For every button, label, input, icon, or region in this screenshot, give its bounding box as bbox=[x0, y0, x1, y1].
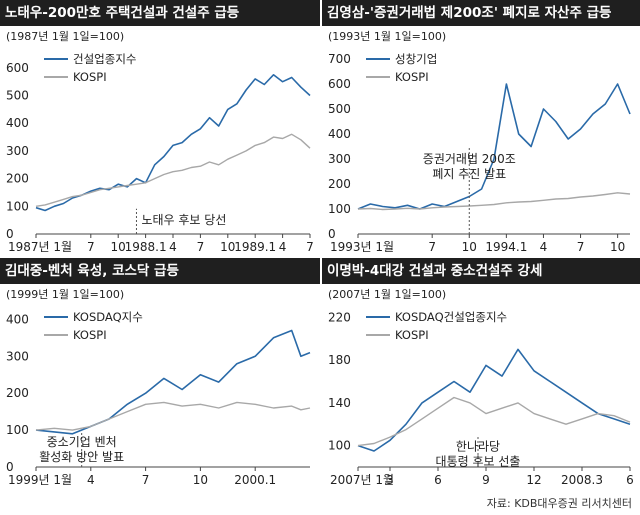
annotation-label: 활성화 방안 발표 bbox=[39, 450, 124, 464]
x-tick-label: 7 bbox=[306, 240, 314, 254]
series-line-1 bbox=[35, 73, 311, 212]
series-line-1 bbox=[35, 329, 311, 435]
panel-title: 김영삼-'증권거래법 제200조' 폐지로 자산주 급등 bbox=[322, 0, 640, 26]
chart-4: (2007년 1월 1일=100) 100 140 180 220 2007년 1월3 6 9… bbox=[328, 287, 634, 487]
legend-label: KOSPI bbox=[395, 70, 429, 84]
legend-label: 건설업종지수 bbox=[73, 52, 136, 66]
panel-title: 이명박-4대강 건설과 중소건설주 강세 bbox=[322, 258, 640, 284]
x-tick-label: 2000.1 bbox=[234, 473, 276, 487]
annotation-label: 대통령 후보 선출 bbox=[436, 455, 521, 469]
x-tick-label: 10 bbox=[111, 240, 126, 254]
x-tick-label: 9 bbox=[482, 473, 490, 487]
legend-label: KOSPI bbox=[73, 70, 107, 84]
x-tick-label: 2008.3 bbox=[561, 473, 603, 487]
y-tick-label: 200 bbox=[6, 172, 29, 186]
y-tick-label: 500 bbox=[328, 102, 351, 116]
series-line-1 bbox=[357, 83, 631, 210]
y-tick-label: 600 bbox=[6, 61, 29, 75]
x-tick-label: 6 bbox=[626, 473, 634, 487]
annotation-label: 한나라당 bbox=[456, 440, 500, 454]
y-tick-label: 400 bbox=[328, 127, 351, 141]
y-tick-label: 600 bbox=[328, 77, 351, 91]
base-note: (2007년 1월 1일=100) bbox=[328, 287, 446, 301]
x-tick-label: 1993년 1월 bbox=[330, 240, 394, 254]
x-tick-label: 4 bbox=[540, 240, 548, 254]
x-tick-label: 4 bbox=[169, 240, 177, 254]
y-tick-label: 500 bbox=[6, 89, 29, 103]
series-line-2 bbox=[35, 401, 311, 431]
x-tick-label: 12 bbox=[526, 473, 541, 487]
panel-1: 노태우-200만호 주택건설과 건설주 급등 (1987년 1월 1일=100)… bbox=[0, 0, 320, 258]
annotation-label: 중소기업 벤처 bbox=[47, 435, 117, 449]
source-note: 자료: KDB대우증권 리서치센터 bbox=[486, 497, 632, 510]
chart-2: (1993년 1월 1일=100) 0 100 200 300 400 500 600 700 1… bbox=[328, 29, 631, 254]
legend-label: KOSDAQ지수 bbox=[73, 310, 143, 324]
y-tick-label: 100 bbox=[6, 423, 29, 437]
x-tick-label: 7 bbox=[142, 473, 150, 487]
x-tick-label: 4 bbox=[279, 240, 287, 254]
legend-label: 성창기업 bbox=[395, 52, 437, 66]
y-tick-label: 400 bbox=[6, 116, 29, 130]
x-tick-label: 6 bbox=[434, 473, 442, 487]
y-tick-label: 700 bbox=[328, 52, 351, 66]
x-tick-label: 7 bbox=[577, 240, 585, 254]
panel-4: 이명박-4대강 건설과 중소건설주 강세 (2007년 1월 1일=100) 10… bbox=[322, 258, 640, 488]
y-tick-label: 100 bbox=[6, 199, 29, 213]
y-tick-label: 100 bbox=[328, 202, 351, 216]
x-tick-label: 1987년 1월 bbox=[8, 240, 72, 254]
y-tick-label: 200 bbox=[328, 177, 351, 191]
chart-3: (1999년 1월 1일=100) 0 100 200 300 400 1999년 1월 4 7… bbox=[6, 287, 311, 487]
base-note: (1999년 1월 1일=100) bbox=[6, 287, 124, 301]
annotation-label: 노태우 후보 당선 bbox=[141, 213, 226, 227]
x-tick-label: 10 bbox=[220, 240, 235, 254]
y-tick-label: 180 bbox=[328, 353, 351, 367]
x-tick-label: 10 bbox=[193, 473, 208, 487]
y-tick-label: 140 bbox=[328, 396, 351, 410]
annotation-label: 증권거래법 200조 bbox=[423, 152, 516, 166]
panel-3: 김대중-벤처 육성, 코스닥 급등 (1999년 1월 1일=100) 0 100 2… bbox=[0, 258, 320, 488]
base-note: (1993년 1월 1일=100) bbox=[328, 29, 446, 43]
x-tick-label: 1989.1 bbox=[234, 240, 276, 254]
panel-title: 김대중-벤처 육성, 코스닥 급등 bbox=[0, 258, 320, 284]
series-line-2 bbox=[35, 133, 311, 207]
panel-2: 김영삼-'증권거래법 제200조' 폐지로 자산주 급등 (1993년 1월 1… bbox=[322, 0, 640, 258]
y-tick-label: 220 bbox=[328, 310, 351, 324]
x-tick-label: 1988.1 bbox=[125, 240, 167, 254]
x-tick-label: 1999년 1월 bbox=[8, 473, 72, 487]
legend-label: KOSPI bbox=[73, 328, 107, 342]
x-tick-label: 1994.1 bbox=[485, 240, 527, 254]
legend-label: KOSDAQ건설업종지수 bbox=[395, 310, 507, 324]
y-tick-label: 300 bbox=[328, 152, 351, 166]
series-line-2 bbox=[357, 192, 631, 211]
y-tick-label: 0 bbox=[6, 227, 14, 241]
y-tick-label: 100 bbox=[328, 439, 351, 453]
x-tick-label: 2007년 1월 bbox=[330, 473, 394, 487]
base-note: (1987년 1월 1일=100) bbox=[6, 29, 124, 43]
y-tick-label: 0 bbox=[6, 460, 14, 474]
x-tick-label: 4 bbox=[87, 473, 95, 487]
series-line-1 bbox=[357, 348, 631, 452]
panel-title: 노태우-200만호 주택건설과 건설주 급등 bbox=[0, 0, 320, 26]
y-tick-label: 400 bbox=[6, 312, 29, 326]
chart-1: (1987년 1월 1일=100) 0 100 200 300 400 500 600 1987… bbox=[6, 29, 314, 254]
legend-label: KOSPI bbox=[395, 328, 429, 342]
y-tick-label: 300 bbox=[6, 144, 29, 158]
x-tick-label: 10 bbox=[462, 240, 477, 254]
x-tick-label: 7 bbox=[197, 240, 205, 254]
x-tick-label: 3 bbox=[386, 473, 394, 487]
x-tick-label: 10 bbox=[610, 240, 625, 254]
annotation-label: 폐지 추진 발표 bbox=[432, 167, 506, 181]
y-tick-label: 200 bbox=[6, 386, 29, 400]
y-tick-label: 300 bbox=[6, 349, 29, 363]
y-tick-label: 0 bbox=[328, 227, 336, 241]
x-tick-label: 7 bbox=[428, 240, 436, 254]
series-line-2 bbox=[357, 396, 631, 447]
x-tick-label: 7 bbox=[87, 240, 95, 254]
